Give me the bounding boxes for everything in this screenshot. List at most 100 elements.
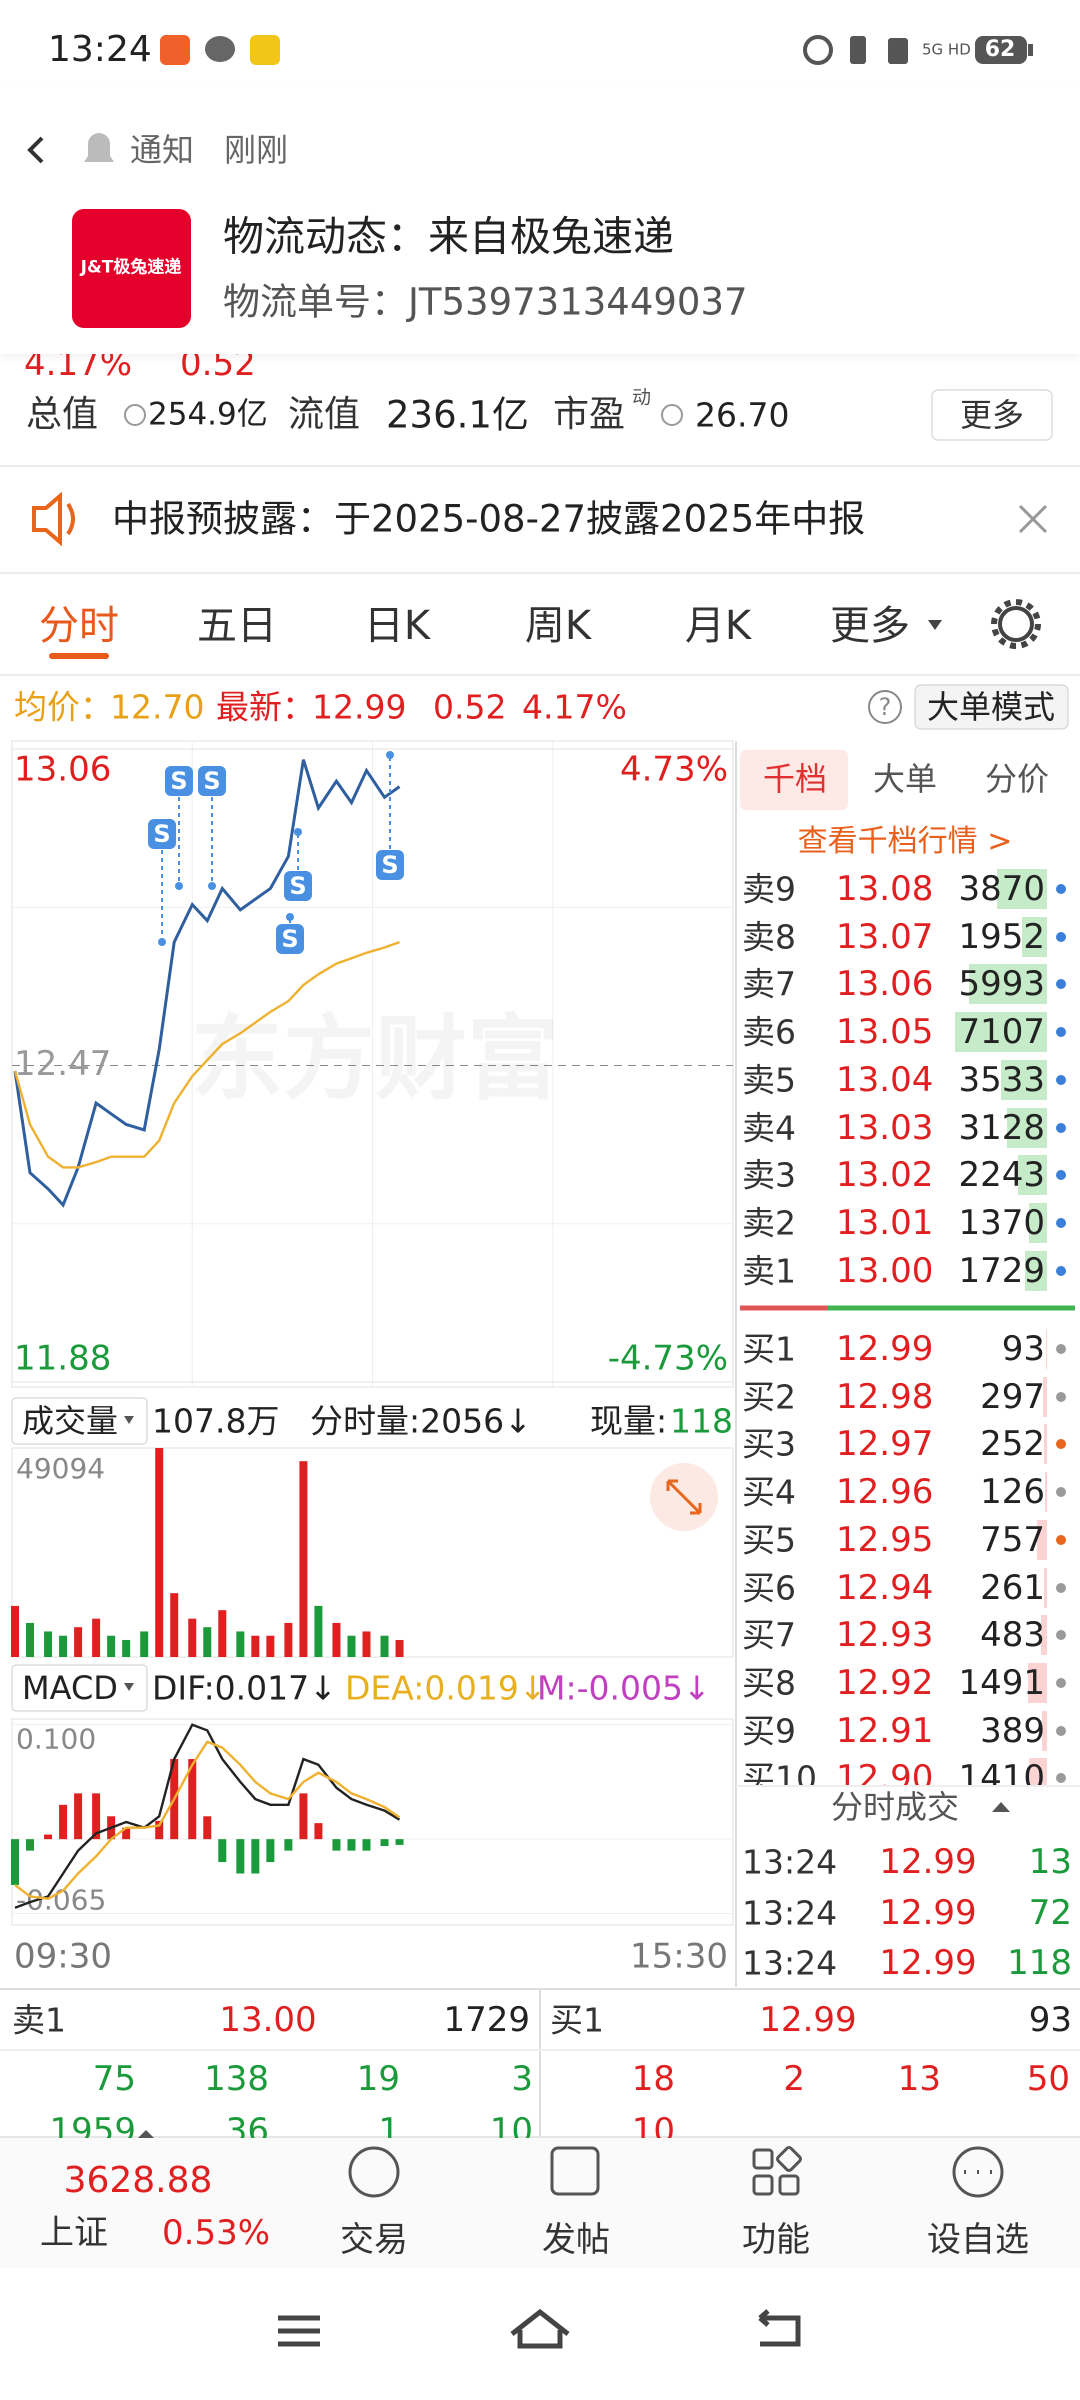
l1-cell: 13 bbox=[897, 2059, 941, 2099]
book-label: 卖4 bbox=[742, 1108, 796, 1147]
signal-label: S bbox=[203, 767, 220, 795]
tab[interactable]: 周K bbox=[524, 603, 592, 649]
chart: 东方财富 11.88 12.47 13.06 -4.73% 4.73% 09:30 15:30… bbox=[11, 740, 734, 1977]
sim-icon bbox=[888, 38, 908, 64]
volume-bar bbox=[314, 1605, 323, 1657]
stat-label: 市盈 bbox=[553, 394, 626, 435]
volume-bar bbox=[11, 1605, 20, 1657]
book-price: 12.92 bbox=[836, 1662, 934, 1703]
settings-icon[interactable] bbox=[998, 606, 1034, 642]
volume-bar bbox=[332, 1622, 341, 1657]
book-volume: 126 bbox=[980, 1472, 1045, 1513]
book-label: 买6 bbox=[742, 1568, 796, 1607]
info-icon bbox=[661, 404, 683, 426]
volume-bar bbox=[140, 1631, 149, 1657]
volume-bar bbox=[347, 1635, 356, 1657]
depth-bar bbox=[969, 964, 1047, 1005]
book-price: 12.95 bbox=[836, 1519, 934, 1560]
book-volume: 1410 bbox=[958, 1758, 1045, 1785]
book-link[interactable]: 查看千档行情 > bbox=[797, 824, 1013, 859]
avg-label: 均价： bbox=[14, 687, 113, 727]
book-price: 13.07 bbox=[836, 916, 934, 957]
signal-badge bbox=[284, 871, 312, 901]
book-label: 买2 bbox=[742, 1377, 796, 1417]
book-price: 12.98 bbox=[836, 1376, 934, 1417]
y-tick-label: 13.06 bbox=[14, 750, 111, 790]
app-icon bbox=[160, 35, 190, 65]
close-icon[interactable] bbox=[1018, 504, 1048, 534]
book-tab[interactable]: 大单 bbox=[872, 760, 938, 798]
book-label: 买1 bbox=[742, 1329, 796, 1369]
macd-bar bbox=[251, 1839, 260, 1874]
mode-button[interactable] bbox=[914, 684, 1069, 730]
notification-source: 通知 bbox=[130, 131, 195, 169]
book-dot bbox=[1056, 1677, 1066, 1688]
depth-bar bbox=[996, 869, 1047, 909]
stat-note: 动 bbox=[632, 386, 652, 409]
book-price: 13.04 bbox=[836, 1059, 934, 1100]
book-label: 买4 bbox=[742, 1472, 796, 1512]
tab[interactable]: 更多 bbox=[830, 603, 910, 649]
stat-value: 26.70 bbox=[695, 395, 790, 435]
volume-bar bbox=[362, 1631, 371, 1657]
help[interactable]: ? bbox=[878, 693, 892, 721]
volume-bar bbox=[236, 1631, 245, 1657]
volume-total: 107.8万 bbox=[152, 1401, 280, 1441]
stat-label: 流值 bbox=[288, 394, 361, 435]
book-dot bbox=[1056, 979, 1066, 990]
volume-select[interactable] bbox=[11, 1397, 148, 1445]
nav-item[interactable]: 发帖 bbox=[542, 2220, 610, 2260]
tab[interactable]: 五日 bbox=[197, 603, 277, 649]
book-dot bbox=[1056, 1582, 1066, 1593]
app-icon bbox=[250, 35, 280, 65]
app-icon bbox=[205, 36, 235, 62]
y2-tick-label: 4.73% bbox=[620, 750, 728, 790]
mode-button[interactable]: 大单模式 bbox=[926, 688, 1056, 726]
last-label: 最新： bbox=[216, 687, 315, 727]
notification-body: 物流单号：JT5397313449037 bbox=[223, 280, 748, 324]
book-tab[interactable]: 千档 bbox=[762, 760, 828, 798]
l1-cell: 2 bbox=[783, 2059, 805, 2099]
book-volume: 252 bbox=[980, 1424, 1045, 1465]
tab[interactable]: 日K bbox=[363, 603, 431, 649]
help-icon[interactable] bbox=[868, 690, 902, 724]
more-button[interactable] bbox=[931, 389, 1053, 441]
volume-bar bbox=[44, 1631, 53, 1657]
depth-bar bbox=[1043, 1424, 1047, 1465]
nav-item[interactable]: 功能 bbox=[742, 2220, 810, 2260]
macd-bar bbox=[122, 1827, 131, 1840]
book-tab[interactable]: 分价 bbox=[984, 760, 1050, 798]
change-pct: 4.17% bbox=[522, 687, 627, 727]
more-button[interactable]: 更多 bbox=[959, 396, 1025, 434]
tab[interactable]: 分时 bbox=[39, 603, 119, 649]
y-tick-label: 0.100 bbox=[16, 1723, 96, 1756]
depth-bar bbox=[1028, 1758, 1047, 1785]
book-volume: 1952 bbox=[958, 916, 1045, 957]
bottom-nav-cover bbox=[0, 2138, 1080, 2268]
tab-underline bbox=[49, 653, 109, 659]
book-price: 13.05 bbox=[836, 1012, 934, 1053]
nav-item[interactable]: 设自选 bbox=[927, 2220, 1029, 2260]
stat-value: 236.1亿 bbox=[386, 393, 529, 437]
change: 0.52 bbox=[433, 687, 507, 727]
trade-price: 12.99 bbox=[879, 1892, 977, 1933]
l1-label: 买1 bbox=[550, 2000, 604, 2040]
index-change: 0.53% bbox=[162, 2213, 271, 2253]
settings-icon[interactable] bbox=[991, 599, 1041, 649]
book-price: 12.91 bbox=[836, 1710, 934, 1751]
nav-item[interactable]: 交易 bbox=[340, 2220, 408, 2260]
tab-active bbox=[740, 750, 848, 810]
volume-bar bbox=[122, 1639, 131, 1657]
macd-bar bbox=[11, 1839, 20, 1885]
macd-bar bbox=[362, 1839, 371, 1851]
macd-bar bbox=[74, 1793, 83, 1840]
depth-bar bbox=[1045, 1472, 1047, 1513]
trade-price: 12.99 bbox=[879, 1842, 977, 1882]
depth-bar bbox=[1029, 1202, 1047, 1243]
l1-cell: 75 bbox=[92, 2059, 136, 2099]
macd-select[interactable] bbox=[11, 1664, 148, 1712]
signal-dot bbox=[386, 751, 394, 759]
y-tick-label: 49094 bbox=[16, 1452, 105, 1485]
tab[interactable]: 月K bbox=[684, 603, 752, 649]
